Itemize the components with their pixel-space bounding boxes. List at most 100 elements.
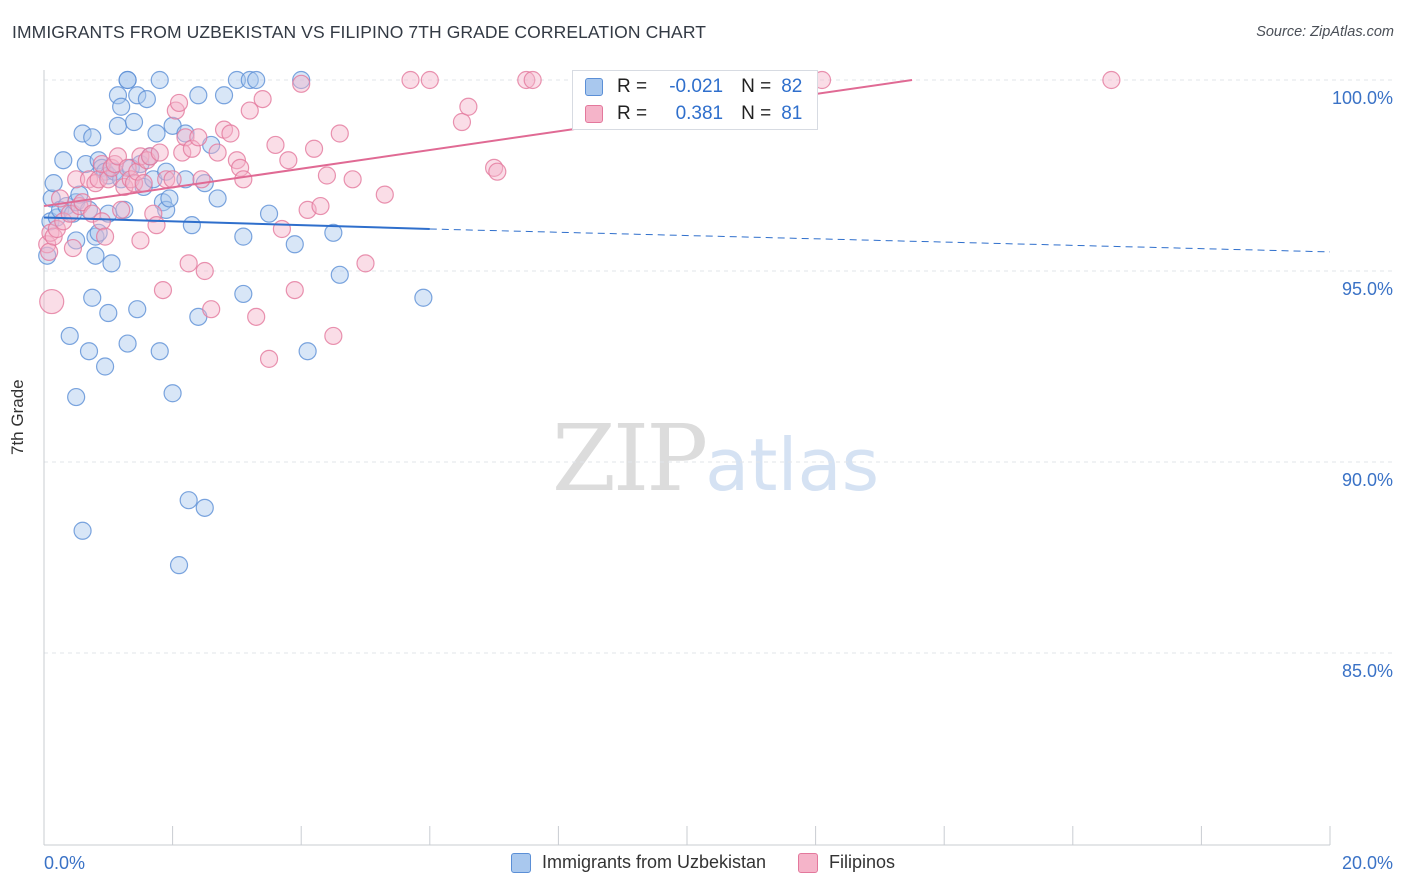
filipino-point [375, 185, 394, 204]
y-tick-label: 90.0% [1342, 470, 1393, 490]
filipino-point [150, 143, 169, 162]
uzbekistan-point [157, 162, 176, 181]
filipino-point [231, 158, 250, 177]
uzbekistan-point [124, 112, 144, 132]
uzbekistan-point [247, 70, 266, 90]
filipino-point [259, 349, 279, 368]
filipino-point [192, 170, 211, 189]
filipino-point [1102, 70, 1121, 90]
filipino-point [39, 288, 65, 315]
uzbekistan-point [79, 342, 99, 361]
legend-row-filipinos: R = 0.381 N = 81 [585, 101, 802, 127]
filipino-point [272, 219, 292, 239]
uzbekistan-point [95, 357, 115, 376]
y-tick-label: 100.0% [1332, 88, 1393, 108]
y-axis-label: 7th Grade [8, 379, 27, 455]
series-legend-filipinos[interactable]: Filipinos [798, 852, 895, 873]
uzbekistan-point [73, 521, 92, 540]
legend-n-value: 81 [781, 103, 803, 124]
filipino-point [182, 139, 201, 158]
filipino-point [163, 170, 182, 189]
uzbekistan-point [108, 86, 128, 105]
uzbekistan-point [54, 151, 73, 170]
uzbekistan-point [414, 288, 433, 307]
uzbekistan-point [208, 189, 227, 208]
series-swatch-pink [798, 852, 819, 873]
filipino-point [189, 128, 208, 147]
filipino-point [279, 151, 298, 170]
filipino-point [517, 70, 536, 90]
filipino-point [63, 238, 83, 258]
filipino-point [401, 70, 420, 90]
uzbekistan-point [195, 498, 214, 517]
filipino-point [147, 216, 166, 235]
series-label-filipinos: Filipinos [829, 852, 896, 872]
uzbekistan-point [285, 235, 304, 254]
uzbekistan-point [160, 189, 179, 208]
uzbekistan-point [324, 223, 343, 242]
uzbekistan-point [227, 70, 246, 90]
uzbekistan-point [189, 86, 208, 105]
filipino-point [176, 128, 195, 147]
uzbekistan-point [182, 216, 201, 235]
uzbekistan-point [112, 97, 131, 116]
watermark-zip: ZIP [552, 405, 708, 512]
filipino-point [221, 124, 240, 143]
filipino-point [131, 231, 150, 250]
legend-n-label: N = [741, 76, 772, 97]
filipino-point [195, 261, 214, 281]
legend-r-label: R = [617, 76, 648, 97]
filipino-point [173, 143, 192, 162]
uzbekistan-point [83, 128, 102, 147]
chart-title: IMMIGRANTS FROM UZBEKISTAN VS FILIPINO 7… [12, 22, 707, 42]
filipino-point [144, 204, 163, 223]
series-legend: Immigrants from Uzbekistan Filipinos [0, 852, 1406, 873]
filipino-point [40, 242, 59, 261]
y-tick-label: 85.0% [1342, 661, 1393, 681]
filipino-point [124, 174, 144, 193]
chart-source: Source: ZipAtlas.com [1256, 24, 1394, 40]
uzbekistan-point [60, 326, 79, 346]
filipino-point [253, 89, 272, 109]
filipino-point [134, 174, 153, 193]
filipino-point [488, 162, 507, 181]
uzbekistan-point [128, 300, 147, 319]
y-tick-label: 95.0% [1342, 279, 1393, 299]
filipino-point [202, 300, 221, 319]
uzbekistan-point [150, 342, 169, 361]
filipino-point [285, 281, 304, 300]
x-tick-label: 20.0% [1342, 853, 1393, 873]
uzbekistan-trend-extension [429, 228, 1331, 253]
uzbekistan-point [108, 116, 128, 135]
filipino-point [234, 170, 253, 189]
legend-r-value: -0.021 [669, 76, 724, 97]
series-swatch-blue [510, 852, 531, 873]
filipino-point [112, 200, 131, 219]
filipino-point [459, 97, 478, 116]
x-tick-label: 0.0% [44, 853, 85, 873]
uzbekistan-point [118, 334, 137, 353]
legend-r-label: R = [617, 103, 648, 124]
uzbekistan-point [73, 124, 92, 143]
series-legend-uzbekistan[interactable]: Immigrants from Uzbekistan [510, 852, 766, 873]
uzbekistan-point [179, 491, 198, 510]
uzbekistan-point [234, 227, 253, 246]
uzbekistan-point [330, 265, 349, 284]
filipino-point [324, 326, 343, 346]
filipino-point [92, 212, 111, 231]
filipino-point [140, 147, 160, 166]
filipino-point [311, 196, 330, 216]
legend-n-value: 82 [781, 76, 803, 97]
correlation-legend: R = -0.021 N = 82 R = 0.381 N = 81 [572, 70, 818, 130]
uzbekistan-point [214, 86, 234, 105]
filipino-point [67, 170, 86, 189]
filipino-point [292, 74, 311, 93]
uzbekistan-point [137, 89, 156, 109]
filipino-point [38, 235, 57, 254]
filipino-point [304, 139, 324, 158]
legend-swatch-pink [585, 105, 603, 123]
uzbekistan-point [298, 342, 317, 361]
uzbekistan-trend-line [43, 216, 430, 230]
uzbekistan-point [102, 254, 121, 273]
